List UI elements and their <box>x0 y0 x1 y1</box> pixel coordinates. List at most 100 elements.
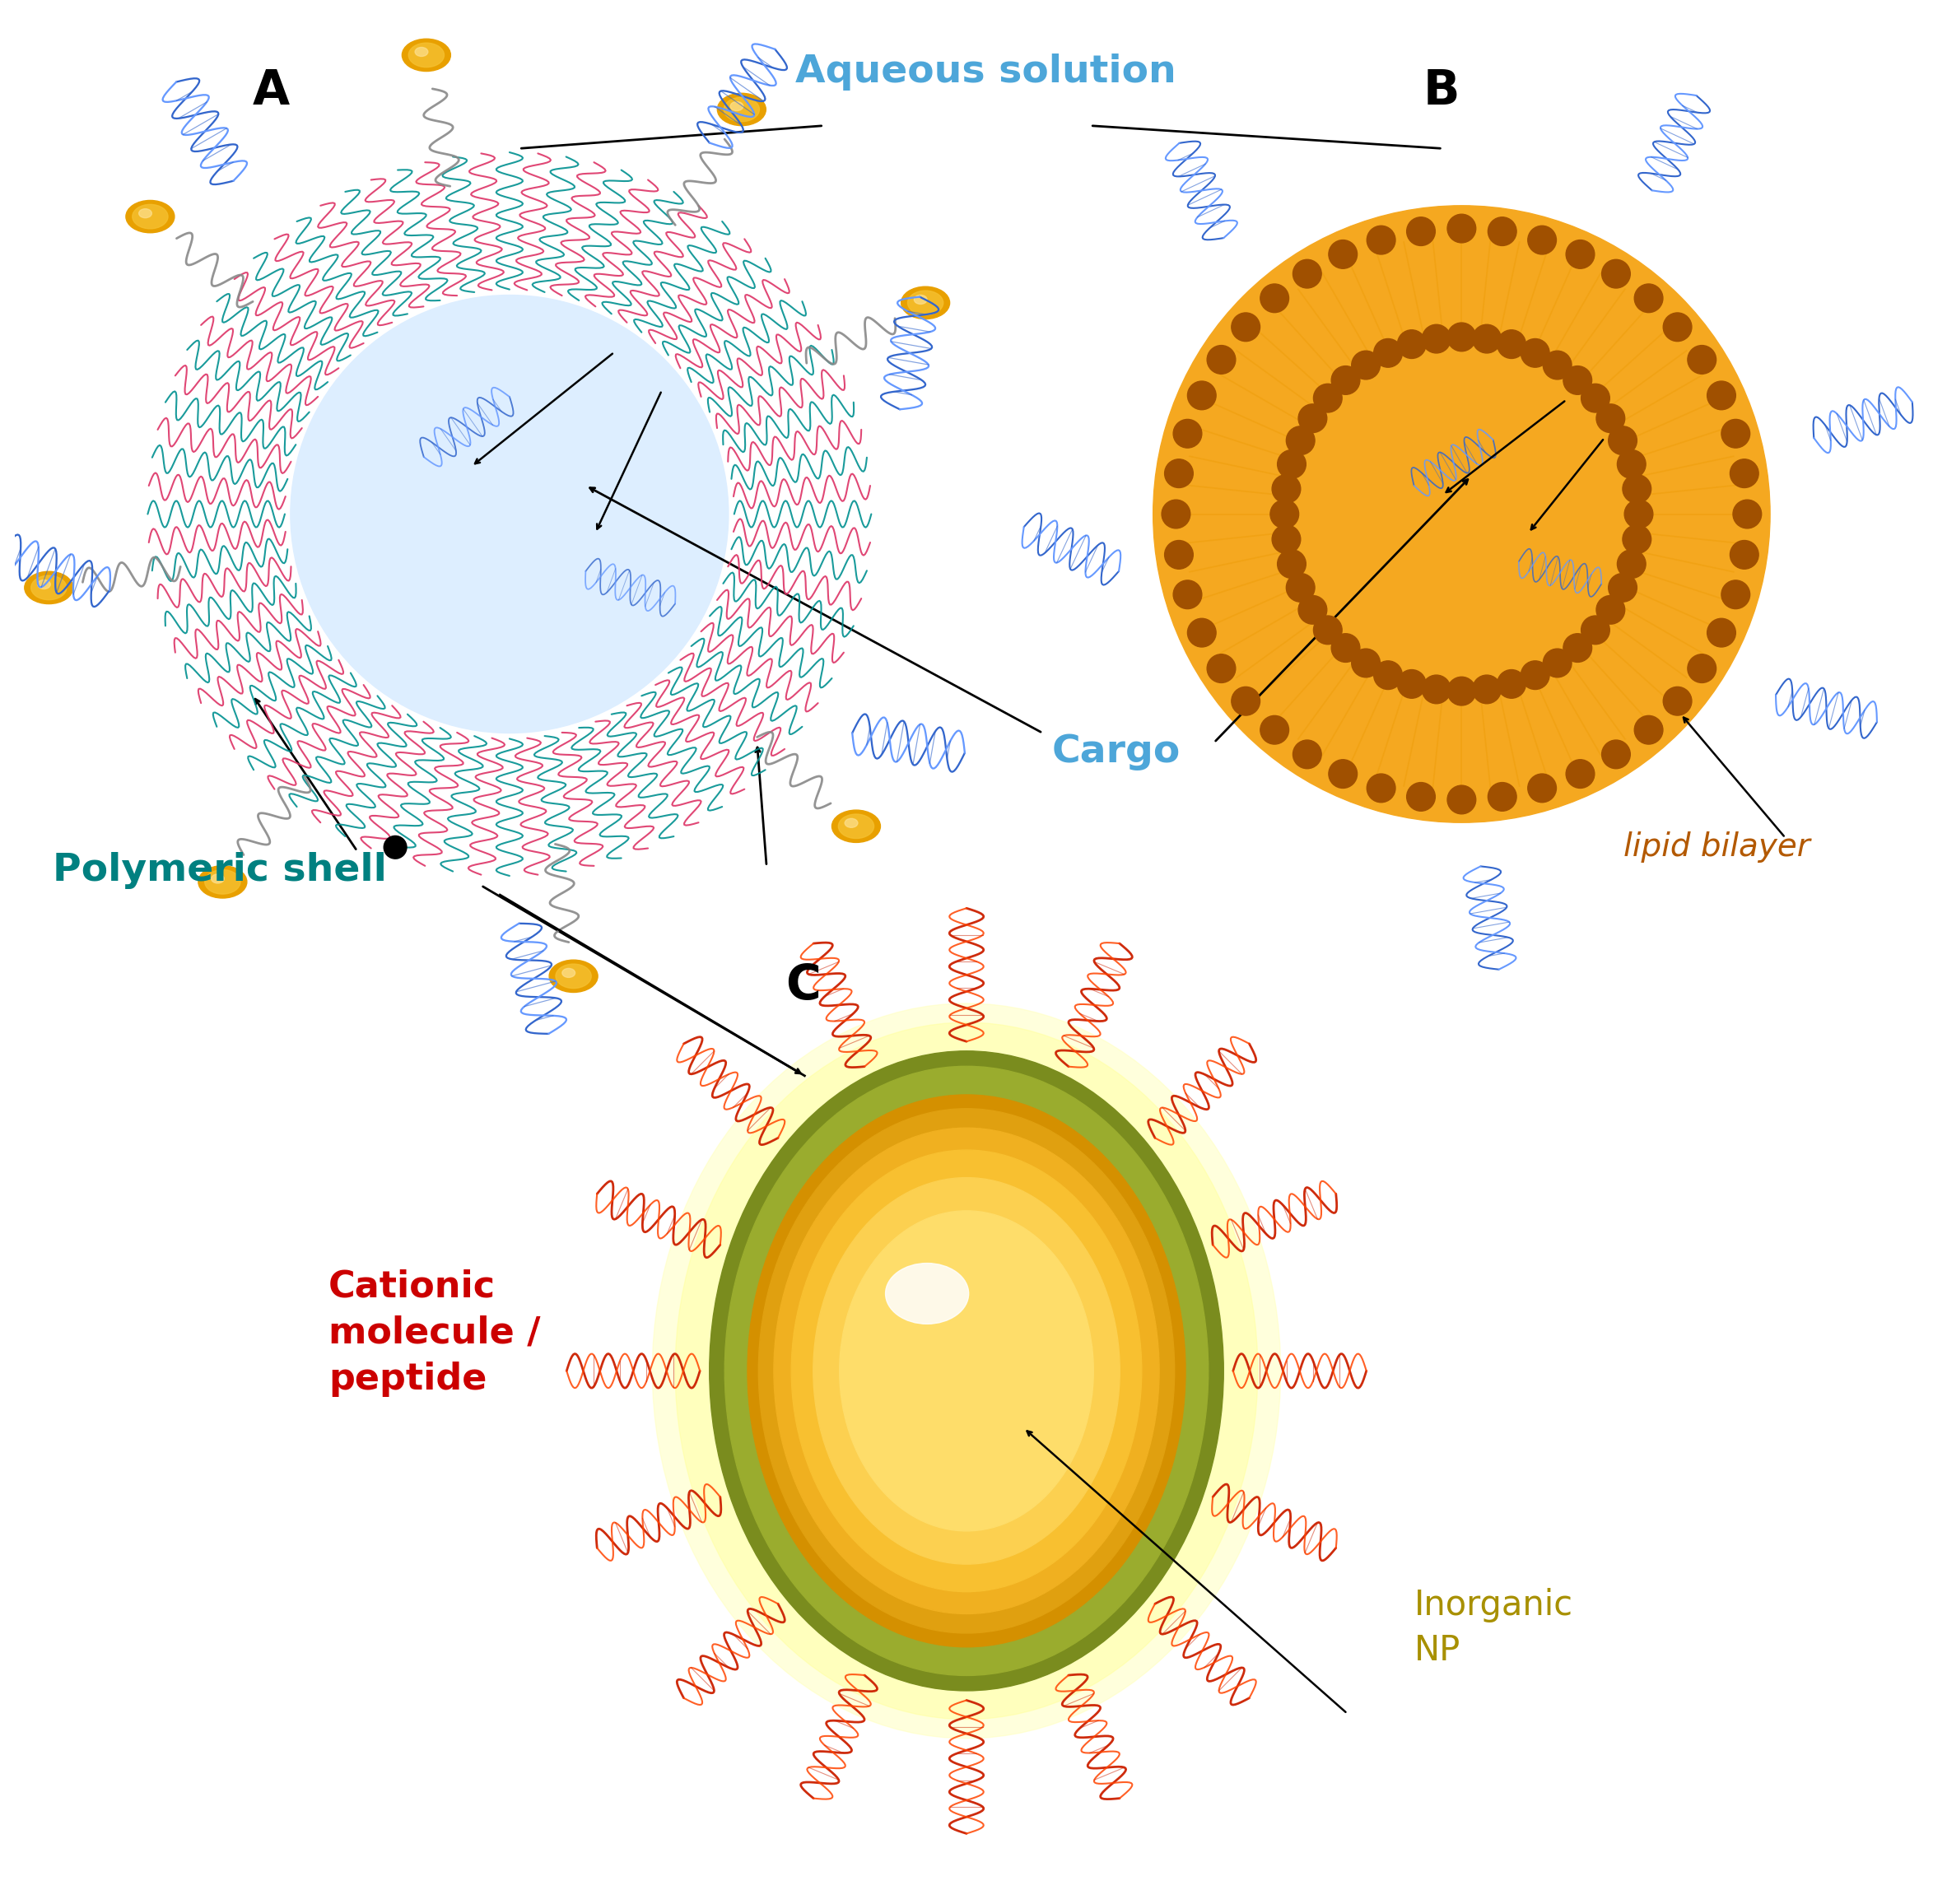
Circle shape <box>1688 345 1717 373</box>
Ellipse shape <box>139 209 153 217</box>
Circle shape <box>1564 634 1593 663</box>
Circle shape <box>1622 474 1651 503</box>
Circle shape <box>1608 426 1637 455</box>
Circle shape <box>1543 350 1572 379</box>
Circle shape <box>1618 449 1645 478</box>
Circle shape <box>1260 716 1289 744</box>
Ellipse shape <box>814 1177 1119 1563</box>
Circle shape <box>1328 760 1357 788</box>
Circle shape <box>1473 676 1502 704</box>
Ellipse shape <box>885 1262 968 1323</box>
Circle shape <box>1398 329 1427 358</box>
Circle shape <box>385 836 406 859</box>
Circle shape <box>1543 649 1572 678</box>
Ellipse shape <box>909 291 943 314</box>
Circle shape <box>1498 329 1525 358</box>
Circle shape <box>1164 459 1193 487</box>
Circle shape <box>1270 499 1299 529</box>
Circle shape <box>1722 581 1749 609</box>
Circle shape <box>1618 550 1645 579</box>
Circle shape <box>1707 619 1736 647</box>
Circle shape <box>1602 741 1630 769</box>
Ellipse shape <box>839 1211 1094 1531</box>
Text: C: C <box>785 963 822 1009</box>
Circle shape <box>1581 615 1610 644</box>
Circle shape <box>1293 741 1322 769</box>
Ellipse shape <box>37 581 50 588</box>
Text: B: B <box>1423 69 1459 114</box>
Circle shape <box>1734 499 1761 529</box>
Text: Cargo: Cargo <box>1052 733 1181 771</box>
Circle shape <box>1608 573 1637 602</box>
Ellipse shape <box>831 809 880 842</box>
Circle shape <box>1423 324 1450 352</box>
Circle shape <box>1635 716 1662 744</box>
Ellipse shape <box>549 960 597 992</box>
Circle shape <box>1231 687 1260 716</box>
Ellipse shape <box>748 1095 1185 1647</box>
Circle shape <box>1398 670 1427 699</box>
Ellipse shape <box>723 97 760 122</box>
Text: Polymeric shell: Polymeric shell <box>52 851 387 889</box>
Circle shape <box>1332 366 1361 394</box>
Ellipse shape <box>416 48 427 57</box>
Circle shape <box>1662 312 1691 341</box>
Circle shape <box>1313 385 1342 413</box>
Circle shape <box>1407 217 1434 246</box>
Circle shape <box>1367 773 1396 802</box>
Ellipse shape <box>717 93 765 126</box>
Ellipse shape <box>402 38 450 70</box>
Ellipse shape <box>651 1003 1282 1738</box>
Ellipse shape <box>914 295 928 305</box>
Circle shape <box>1624 499 1653 529</box>
Circle shape <box>1328 240 1357 268</box>
Circle shape <box>1299 404 1326 432</box>
Circle shape <box>1173 419 1202 447</box>
Circle shape <box>1272 526 1301 554</box>
Ellipse shape <box>31 575 66 600</box>
Circle shape <box>1367 227 1396 255</box>
Ellipse shape <box>725 1066 1208 1676</box>
Circle shape <box>1260 284 1289 312</box>
Circle shape <box>1566 760 1595 788</box>
Circle shape <box>1374 339 1401 367</box>
Circle shape <box>1662 687 1691 716</box>
Text: A: A <box>253 69 290 114</box>
Circle shape <box>1473 324 1502 352</box>
Circle shape <box>1187 381 1216 409</box>
Circle shape <box>1285 573 1314 602</box>
Circle shape <box>1707 381 1736 409</box>
Circle shape <box>1293 259 1322 288</box>
Circle shape <box>1179 232 1744 796</box>
Ellipse shape <box>758 1108 1175 1634</box>
Circle shape <box>1162 499 1191 529</box>
Ellipse shape <box>555 963 591 988</box>
Circle shape <box>1521 661 1550 689</box>
Ellipse shape <box>563 969 576 977</box>
Circle shape <box>1730 459 1759 487</box>
Circle shape <box>1278 449 1307 478</box>
Circle shape <box>1423 676 1450 704</box>
Text: Aqueous solution: Aqueous solution <box>794 53 1175 91</box>
Circle shape <box>1527 773 1556 802</box>
Circle shape <box>1602 259 1630 288</box>
Circle shape <box>1305 358 1618 670</box>
Ellipse shape <box>791 1150 1142 1592</box>
Text: Cationic
molecule /
peptide: Cationic molecule / peptide <box>329 1268 541 1398</box>
Ellipse shape <box>845 819 858 828</box>
Circle shape <box>1581 385 1610 413</box>
Circle shape <box>1597 596 1626 625</box>
Ellipse shape <box>205 870 240 895</box>
Circle shape <box>1285 426 1314 455</box>
Circle shape <box>290 295 729 733</box>
Ellipse shape <box>126 200 174 232</box>
Circle shape <box>1351 649 1380 678</box>
Circle shape <box>1272 474 1301 503</box>
Circle shape <box>1278 550 1307 579</box>
Circle shape <box>1374 661 1401 689</box>
Ellipse shape <box>839 815 874 838</box>
Ellipse shape <box>408 44 445 67</box>
Circle shape <box>1564 366 1593 394</box>
Circle shape <box>1597 404 1626 432</box>
Circle shape <box>1448 676 1477 706</box>
